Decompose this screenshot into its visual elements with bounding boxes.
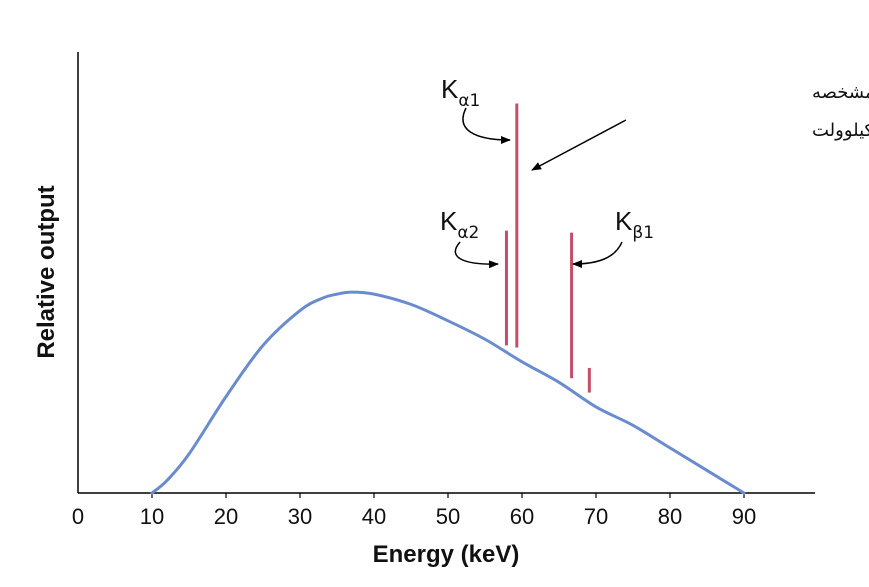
y-axis-title: Relative output <box>33 185 60 358</box>
arrow-ka2 <box>454 241 499 269</box>
x-tick-label-90: 90 <box>732 504 756 529</box>
arrow-kb1 <box>572 241 623 268</box>
x-tick-label-20: 20 <box>214 504 238 529</box>
x-tick-label-10: 10 <box>140 504 164 529</box>
label-arrows <box>454 107 627 269</box>
x-tick-label-0: 0 <box>72 504 84 529</box>
arrow-annotation <box>531 119 627 171</box>
x-tick-label-30: 30 <box>288 504 312 529</box>
x-tick-label-60: 60 <box>510 504 534 529</box>
x-tick-label-40: 40 <box>362 504 386 529</box>
peak-label-sub-α1: α1 <box>458 91 480 111</box>
peak-label-α1: Kα1 <box>441 74 480 111</box>
x-tick-label-80: 80 <box>658 504 682 529</box>
x-axis-title: Energy (keV) <box>373 541 520 568</box>
annotation-line-1: قله‌های پرتوی مشخصه <box>812 82 869 103</box>
x-tick-label-70: 70 <box>584 504 608 529</box>
annotation-line-2: در طیف ۹۰ کیلوولت <box>812 120 869 141</box>
arrow-ka1 <box>462 107 511 144</box>
characteristic-peaks <box>504 103 591 393</box>
peak-labels: Kα2 Kα1 Kβ1 <box>440 74 654 243</box>
peak-label-α2: Kα2 <box>440 206 479 243</box>
peak-label-sub-α2: α2 <box>457 223 479 243</box>
axes <box>77 52 815 494</box>
bremsstrahlung-curve <box>150 290 746 495</box>
x-ticks: 0 10 20 30 40 50 60 70 80 90 <box>72 493 756 529</box>
x-tick-label-50: 50 <box>436 504 460 529</box>
peak-label-β1: Kβ1 <box>615 206 654 243</box>
peak-label-sub-β1: β1 <box>632 223 654 243</box>
